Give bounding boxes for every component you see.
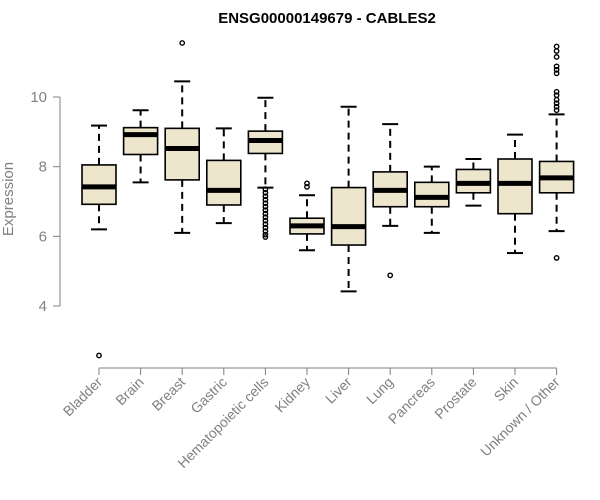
outlier-point <box>304 183 310 190</box>
box-unknown-other <box>538 43 575 261</box>
box-liver <box>330 105 367 293</box>
outlier-point <box>262 189 269 196</box>
iqr-box <box>164 127 200 181</box>
iqr-box <box>122 126 159 156</box>
x-tick-label: Prostate <box>431 374 479 422</box>
outlier-point <box>262 234 269 240</box>
outlier-point <box>553 43 560 50</box>
outlier-point <box>262 200 269 207</box>
outlier-point <box>96 352 102 359</box>
outlier-point <box>553 92 560 99</box>
x-tick-label: Brain <box>112 374 146 408</box>
y-tick-label: 8 <box>39 159 47 176</box>
outlier-point <box>553 100 560 107</box>
outlier-point <box>179 40 186 46</box>
box-pancreas <box>413 165 450 234</box>
iqr-box <box>330 186 367 246</box>
outlier-point <box>553 66 560 73</box>
outlier-point <box>262 193 269 200</box>
x-tick-label: Liver <box>322 374 355 407</box>
outlier-point <box>553 88 560 95</box>
x-tick-label: Kidney <box>272 374 314 416</box>
outlier-point <box>553 48 560 54</box>
iqr-box <box>206 159 242 206</box>
outlier-point <box>553 103 560 110</box>
box-prostate <box>455 158 492 207</box>
box-bladder <box>81 124 117 359</box>
y-axis-label: Expression <box>0 162 17 236</box>
box-hematopoietic-cells <box>247 96 284 240</box>
outlier-point <box>553 63 560 70</box>
box-gastric <box>206 127 242 225</box>
outlier-point <box>553 96 560 103</box>
iqr-box <box>497 158 533 215</box>
outlier-point <box>553 70 560 77</box>
outlier-point <box>262 186 269 193</box>
outlier-point <box>262 231 269 238</box>
box-series <box>81 40 575 359</box>
outlier-point <box>262 210 269 217</box>
x-tick-label: Unknown / Other <box>477 374 563 460</box>
outlier-point <box>553 54 560 60</box>
outlier-point <box>262 217 269 224</box>
iqr-box <box>413 181 450 208</box>
outlier-point <box>262 221 269 228</box>
outlier-point <box>304 180 310 187</box>
outlier-point <box>553 107 560 114</box>
outlier-point <box>262 214 269 221</box>
outlier-point <box>262 207 269 214</box>
y-axis: 4 6 8 10 <box>30 89 61 315</box>
x-tick-label: Breast <box>148 374 188 414</box>
x-tick-label: Bladder <box>60 374 106 420</box>
x-tick-label: Skin <box>491 374 522 405</box>
outlier-point <box>262 228 269 235</box>
outlier-point <box>262 203 269 210</box>
y-tick-label: 4 <box>39 298 47 315</box>
box-breast <box>164 40 200 234</box>
outlier-point <box>387 272 394 279</box>
outlier-point <box>262 196 269 203</box>
y-tick-label: 6 <box>39 228 47 245</box>
y-tick-label: 10 <box>30 89 47 106</box>
chart-title: ENSG00000149679 - CABLES2 <box>218 10 436 27</box>
box-lung <box>372 123 409 279</box>
box-brain <box>122 109 159 184</box>
x-tick-label: Lung <box>363 374 396 407</box>
outlier-point <box>553 255 560 261</box>
box-skin <box>497 133 533 255</box>
box-kidney <box>289 180 325 252</box>
outlier-point <box>262 224 269 231</box>
